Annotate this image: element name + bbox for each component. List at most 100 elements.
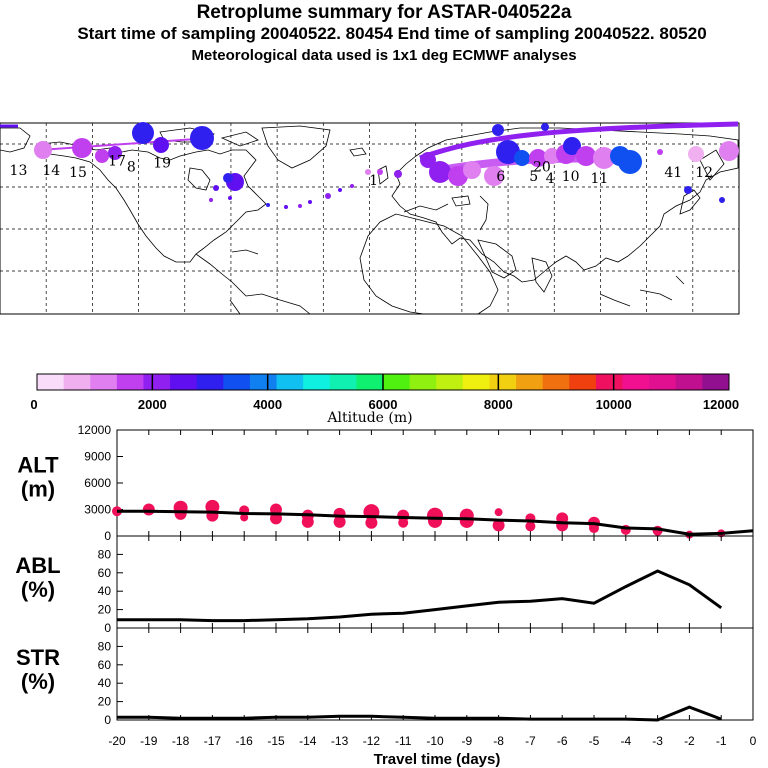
plume-blob [719,141,739,161]
altitude-point [525,521,536,532]
plume-blob [266,203,270,207]
plume-blob [34,141,52,159]
colorbar-segment [622,374,650,390]
x-tick-label: -15 [267,734,285,748]
colorbar-segment [170,374,198,390]
y-tick-label: 3000 [84,503,111,517]
map-label-10: 10 [562,169,580,185]
plume-blob [338,188,342,192]
x-tick-label: -3 [652,734,663,748]
plume-blob [213,185,219,191]
plume-blob [108,146,122,160]
altitude-point [398,517,409,528]
map-label-4: 4 [546,171,555,187]
colorbar-segment [702,374,730,390]
altitude-point [301,515,314,528]
colorbar-segment [356,374,384,390]
y-tick-label: 20 [98,695,112,709]
map-label-20: 20 [533,159,551,175]
plume-blob [484,166,504,186]
x-tick-label: -8 [493,734,504,748]
map-label-11: 11 [590,171,608,187]
map-label-14: 14 [42,163,60,179]
plume-blob [684,186,692,194]
plume-blob [420,152,436,168]
map-label-5: 5 [529,169,538,185]
altitude-point [492,519,505,532]
panel-frame [116,535,754,629]
plume-blob [223,173,233,183]
x-tick-label: -7 [525,734,536,748]
plume-blob [657,149,663,155]
plume-blob [325,193,331,199]
altitude-point [142,503,155,516]
x-tick-label: -20 [108,734,126,748]
y-tick-label: 40 [98,676,112,690]
map-label-41: 41 [664,165,682,181]
plume-blob [190,126,214,150]
colorbar-segment [542,374,570,390]
plume-blob [350,184,354,188]
plume-blob [688,146,704,162]
map-label-1: 1 [369,173,378,189]
x-tick-label: -1 [716,734,727,748]
x-tick-label: -12 [363,734,381,748]
colorbar-tick-10000: 10000 [596,397,632,412]
y-tick-label: 80 [98,639,112,653]
altitude-point [589,523,599,534]
x-tick-label: -16 [236,734,254,748]
panel-alt: 0 3000 6000 9000 12000 ALT(m) [17,423,754,543]
altitude-point [428,513,442,528]
colorbar-segment [516,374,544,390]
plume-blob [563,137,581,155]
colorbar-segment [249,374,278,390]
series-line-abl [117,569,723,623]
colorbar-segment [276,374,304,390]
panel-label: ALT [17,452,59,477]
x-tick-label: -11 [395,734,412,748]
plume-blob [377,169,383,175]
plume-blob [618,150,642,174]
colorbar-tick-4000: 4000 [253,397,282,412]
x-tick-label: -6 [557,734,568,748]
altitude-point [240,513,249,522]
x-axis-title: Travel time (days) [374,751,501,768]
plume-blob [284,205,288,209]
colorbar-segment [143,374,171,390]
colorbar-segment [90,374,118,390]
plume-blob [429,161,451,183]
plume-blob [365,169,371,175]
panel-frame [116,627,754,721]
x-tick-label: -2 [684,734,695,748]
colorbar-segment [595,374,624,390]
colorbar-tick-8000: 8000 [484,397,513,412]
met-data-line: Meteorological data used is 1x1 deg ECMW… [191,47,577,64]
colorbar-segment [303,374,331,390]
panel-str: 0 20 40 60 80 STR(%) [16,627,754,727]
colorbar-segment [383,374,411,390]
colorbar-segment [196,374,224,390]
y-tick-label: 40 [98,584,112,598]
series-line-str [117,705,722,722]
panel-unit: (m) [21,476,55,501]
y-tick-label: 0 [104,621,111,635]
panel-label: STR [16,645,60,670]
plume-blob [228,196,232,200]
plume-blob [529,149,547,167]
plume-blob [308,200,312,204]
colorbar-segment [116,374,144,390]
plume-blob [95,149,109,163]
x-axis: -20 -19 -18 -17 -16 -15 -14 -13 -12 -11 -10 -9 -8 -7-… [108,734,756,768]
colorbar-tick-12000: 12000 [703,397,739,412]
map-label-12: 12 [695,165,713,181]
panel-unit: (%) [21,669,55,694]
y-tick-label: 60 [98,658,112,672]
colorbar-segment [649,374,677,390]
x-tick-label: -18 [172,734,190,748]
altitude-point [174,507,187,520]
y-tick-label: 6000 [84,476,111,490]
plume-blob [209,198,213,202]
retroplume-trajectory [0,121,739,209]
